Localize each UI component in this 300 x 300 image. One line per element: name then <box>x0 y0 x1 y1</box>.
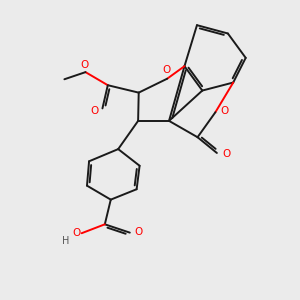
Text: O: O <box>134 227 142 237</box>
Text: O: O <box>220 106 228 116</box>
Text: O: O <box>90 106 98 116</box>
Text: O: O <box>81 60 89 70</box>
Text: O: O <box>223 149 231 159</box>
Text: H: H <box>62 236 70 246</box>
Text: O: O <box>73 228 81 238</box>
Text: O: O <box>163 65 171 75</box>
